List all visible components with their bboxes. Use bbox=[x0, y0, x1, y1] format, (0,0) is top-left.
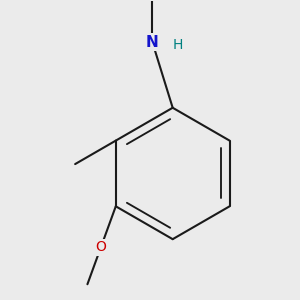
Text: H: H bbox=[172, 38, 183, 52]
Text: N: N bbox=[146, 34, 159, 50]
Text: O: O bbox=[95, 241, 106, 254]
